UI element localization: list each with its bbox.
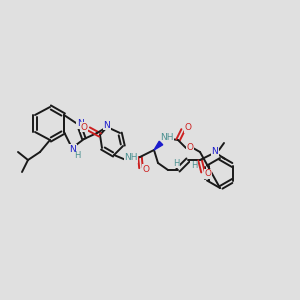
Text: O: O (205, 169, 212, 178)
Text: NH: NH (160, 134, 174, 142)
Text: N: N (76, 119, 83, 128)
Text: O: O (187, 143, 194, 152)
Text: H: H (74, 152, 80, 160)
Text: N: N (70, 145, 76, 154)
Text: O: O (184, 124, 191, 133)
Polygon shape (154, 141, 163, 150)
Text: N: N (103, 121, 110, 130)
Text: O: O (142, 164, 149, 173)
Text: N: N (212, 148, 218, 157)
Text: H: H (173, 158, 179, 167)
Text: H: H (191, 161, 197, 170)
Text: O: O (80, 122, 88, 131)
Text: NH: NH (124, 154, 138, 163)
